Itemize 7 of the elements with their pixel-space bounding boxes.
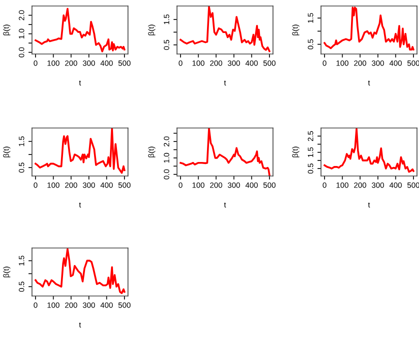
- line-series: [180, 6, 270, 52]
- line-series: [34, 248, 126, 294]
- line-series: [324, 128, 414, 173]
- line-series: [34, 128, 126, 174]
- line-series: [180, 128, 270, 176]
- line-series: [34, 8, 126, 52]
- line-series: [324, 6, 414, 50]
